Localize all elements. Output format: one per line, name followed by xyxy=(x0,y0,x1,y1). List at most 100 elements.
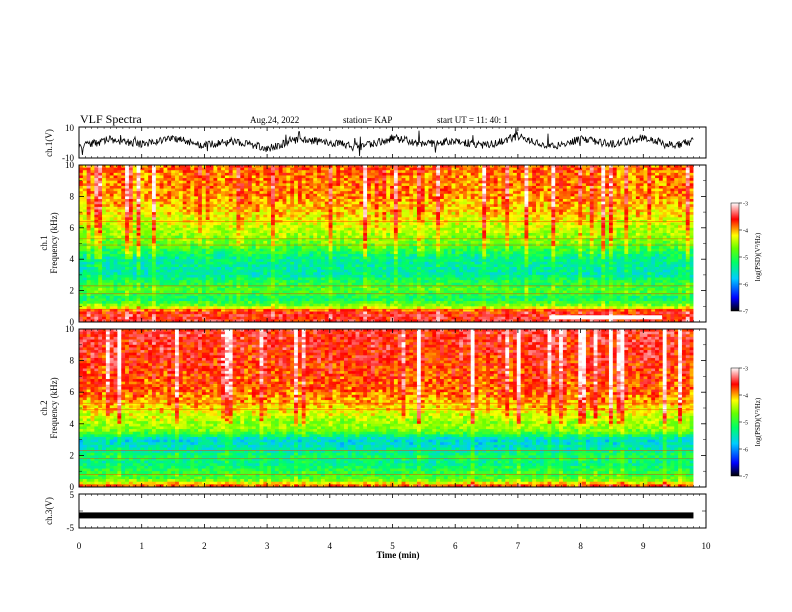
spectrogram-cell xyxy=(570,170,575,174)
spectrogram-cell xyxy=(543,212,548,216)
spectrogram-cell xyxy=(294,201,299,205)
spectrogram-cell xyxy=(336,175,341,179)
spectrogram-cell xyxy=(186,188,191,192)
spectrogram-cell xyxy=(543,199,548,203)
spectrogram-cell xyxy=(274,188,280,192)
spectrogram-cell xyxy=(324,191,330,195)
spectrogram-cell xyxy=(282,172,287,176)
spectrogram-cell xyxy=(117,204,122,208)
spectrogram-cell xyxy=(113,185,118,189)
spectrogram-cell xyxy=(232,175,237,179)
spectrogram-cell xyxy=(313,230,318,234)
spectrogram-cell xyxy=(670,227,675,231)
spectrogram-cell xyxy=(178,240,184,244)
spectrogram-cell xyxy=(486,212,491,216)
spectrogram-cell xyxy=(98,233,103,237)
spectrogram-cell xyxy=(336,212,341,216)
spectrogram-cell xyxy=(178,178,184,182)
spectrogram-cell xyxy=(113,196,118,200)
spectrogram-cell xyxy=(267,214,272,218)
spectrogram-cell xyxy=(144,238,149,242)
spectrogram-cell xyxy=(455,165,460,169)
spectrogram-cell xyxy=(524,230,529,234)
spectrogram-cell xyxy=(294,170,299,174)
spectrogram-cell xyxy=(324,230,330,234)
spectrogram-cell xyxy=(559,206,564,210)
spectrogram-cell xyxy=(413,217,418,221)
spectrogram-cell xyxy=(351,180,356,184)
spectrogram-cell xyxy=(428,178,433,182)
spectrogram-cell xyxy=(509,214,514,218)
spectrogram-cell xyxy=(624,212,629,216)
spectrogram-cell xyxy=(436,178,441,182)
spectrogram-cell xyxy=(351,230,356,234)
spectrogram-cell xyxy=(347,170,353,174)
spectrogram-cell xyxy=(240,165,245,169)
spectrogram-cell xyxy=(98,201,103,205)
spectrogram-cell xyxy=(105,167,111,171)
spectrogram-cell xyxy=(463,196,468,200)
spectrogram-cell xyxy=(148,225,153,229)
spectrogram-cell xyxy=(102,183,107,187)
spectrogram-cell xyxy=(171,180,176,184)
spectrogram-cell xyxy=(463,185,468,189)
spectrogram-cell xyxy=(447,238,452,242)
spectrogram-cell xyxy=(159,227,164,231)
spectrogram-cell xyxy=(201,225,207,229)
spectrogram-cell xyxy=(582,204,587,208)
spectrogram-cell xyxy=(251,172,257,176)
spectrogram-cell xyxy=(267,167,272,171)
spectrogram-cell xyxy=(643,199,648,203)
spectrogram-cell xyxy=(221,227,226,231)
spectrogram-cell xyxy=(655,191,660,195)
spectrogram-cell xyxy=(501,217,506,221)
spectrogram-cell xyxy=(294,230,299,234)
spectrogram-cell xyxy=(416,225,422,229)
spectrogram-cell xyxy=(478,196,483,200)
spectrogram-cell xyxy=(582,180,587,184)
spectrogram-cell xyxy=(290,238,295,242)
spectrogram-cell xyxy=(94,175,99,179)
spectrogram-cell xyxy=(213,238,218,242)
spectrogram-cell xyxy=(148,178,153,182)
spectrogram-cell xyxy=(251,201,257,205)
spectrogram-cell xyxy=(470,209,475,213)
spectrogram-cell xyxy=(367,165,372,169)
spectrogram-cell xyxy=(79,227,84,231)
spectrogram-cell xyxy=(605,175,610,179)
spectrogram-cell xyxy=(209,227,214,231)
spectrogram-cell xyxy=(478,193,483,197)
spectrogram-cell xyxy=(274,180,280,184)
spectrogram-cell xyxy=(635,235,641,239)
spectrogram-cell xyxy=(79,170,84,174)
spectrogram-cell xyxy=(355,167,360,171)
spectrogram-cell xyxy=(601,230,606,234)
spectrogram-cell xyxy=(681,193,687,197)
spectrogram-cell xyxy=(440,178,445,182)
spectrogram-cell xyxy=(263,235,268,239)
spectrogram-cell xyxy=(144,165,149,169)
spectrogram-cell xyxy=(624,167,629,171)
spectrogram-cell xyxy=(393,238,399,242)
spectrogram-cell xyxy=(163,222,168,226)
spectrogram-cell xyxy=(681,209,687,213)
spectrogram-cell xyxy=(294,193,299,197)
spectrogram-cell xyxy=(489,185,495,189)
spectrogram-cell xyxy=(370,206,376,210)
spectrogram-cell xyxy=(440,172,445,176)
spectrogram-cell xyxy=(209,170,214,174)
spectrogram-cell xyxy=(624,227,629,231)
spectrogram-cell xyxy=(347,188,353,192)
spectrogram-cell xyxy=(370,230,376,234)
spectrogram-cell xyxy=(278,238,283,242)
spectrogram-cell xyxy=(509,191,514,195)
spectrogram-cell xyxy=(658,235,664,239)
spectrogram-cell xyxy=(601,235,606,239)
spectrogram-cell xyxy=(647,214,652,218)
spectrogram-cell xyxy=(459,235,464,239)
spectrogram-cell xyxy=(159,183,164,187)
spectrogram-cell xyxy=(294,225,299,229)
spectrogram-cell xyxy=(559,183,564,187)
spectrogram-cell xyxy=(328,199,333,203)
spectrogram-cell xyxy=(347,183,353,187)
